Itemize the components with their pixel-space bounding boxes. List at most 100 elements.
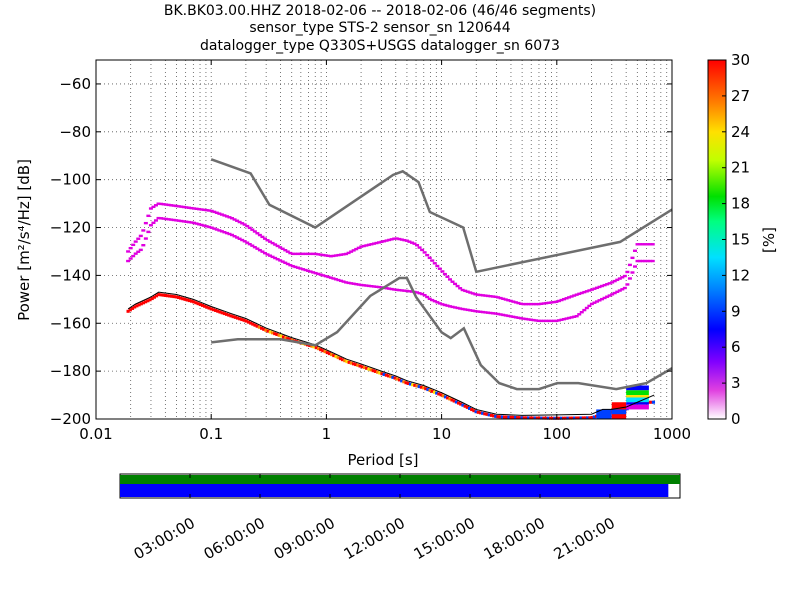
x-tick-label: 0.1 (199, 425, 223, 443)
coverage-tick-label: 18:00:00 (481, 514, 548, 563)
psd-floor-cell (546, 416, 550, 420)
psd-mode-cell (186, 220, 191, 224)
psd-floor-cell (533, 416, 537, 420)
psd-mode-cell (344, 281, 349, 284)
psd-floor-cell (562, 416, 566, 420)
psd-mode-cell (354, 247, 359, 251)
psd-floor-cell (181, 297, 185, 301)
psd-mode-cell (366, 243, 371, 247)
psd-floor-cell (203, 304, 207, 308)
psd-mode-cell (475, 310, 480, 313)
psd-floor-cell (365, 366, 369, 370)
psd-mode-cell (455, 306, 460, 310)
psd-mode-cell (597, 299, 602, 302)
psd-floor-cell (255, 324, 259, 328)
psd-mode-cell (377, 241, 382, 244)
psd-mode-cell (235, 219, 240, 222)
psd-mode-cell (214, 228, 219, 231)
psd-floor-cell (240, 318, 244, 322)
psd-mode-cell (404, 239, 409, 242)
psd-floor-cell (168, 294, 172, 298)
psd-mode-cell (564, 297, 569, 300)
psd-floor-cell (557, 416, 561, 420)
psd-floor-cell (360, 365, 364, 369)
y-ticks: −60 −80 −100 −120 −140 −160 −180 −200 (50, 75, 672, 428)
psd-floor-cell (209, 307, 213, 311)
psd-floor-cell (586, 416, 590, 420)
psd-floor-cell (152, 295, 156, 299)
psd-floor-cell (189, 299, 194, 303)
psd-floor-cell (505, 415, 509, 419)
psd-mode-cell (262, 237, 267, 240)
psd-mode-cell (328, 276, 333, 279)
psd-mode-cell (326, 254, 331, 258)
psd-block (626, 404, 649, 410)
psd-mode-cell (407, 240, 412, 243)
psd-floor-cell (251, 322, 255, 326)
psd-floor-cell (465, 405, 469, 409)
psd-mode-cell (159, 202, 164, 206)
psd-mode-cell (579, 291, 584, 295)
grid (95, 60, 672, 420)
psd-mode-cell (409, 290, 414, 293)
psd-mode-cell (473, 293, 478, 296)
psd-floor-cell (330, 353, 334, 357)
psd-mode-cell (303, 252, 308, 256)
psd-mode-cell (230, 217, 235, 220)
psd-mode-cell (209, 226, 214, 229)
psd-mode-cell (265, 239, 270, 242)
psd-floor-cell (527, 416, 531, 420)
psd-mode-cell (217, 212, 222, 215)
psd-floor-cell (161, 293, 165, 297)
psd-mode-cell (295, 266, 300, 269)
psd-mode-cell (605, 295, 610, 298)
psd-mode-cell (387, 287, 392, 290)
psd-floor-cell (192, 300, 196, 304)
psd-floor-cell (422, 386, 426, 390)
psd-mode-cell (582, 308, 587, 312)
x-tick-label: 0.01 (79, 425, 112, 443)
psd-mode-cell (146, 214, 151, 218)
psd-mode-cell (415, 244, 420, 247)
psd-floor-cell (492, 414, 496, 418)
psd-floor-cell (279, 334, 283, 338)
psd-mode-cell (526, 318, 531, 321)
psd-mode-cell (303, 268, 308, 272)
psd-mode-cell (371, 242, 376, 245)
psd-mode-cell (478, 293, 483, 297)
psd-floor-cell (435, 391, 439, 395)
psd-floor-cell (253, 323, 257, 327)
psd-floor-cell (170, 294, 174, 298)
psd-mode-cell (179, 205, 184, 208)
psd-floor-cell (579, 416, 583, 420)
psd-floor-cell (229, 314, 233, 318)
psd-mode-cell (240, 222, 245, 225)
psd-mode-cell (242, 240, 247, 243)
psd-mode-cell (300, 252, 305, 256)
psd-mode-cell (224, 215, 229, 218)
psd-mode-cell (594, 300, 599, 303)
psd-mode-cell (275, 258, 280, 261)
psd-mode-cell (503, 298, 508, 301)
psd-mode-cell (607, 282, 612, 285)
psd-mode-cell (496, 312, 501, 316)
psd-floor-cell (380, 372, 384, 376)
psd-mode-cell (465, 290, 470, 293)
psd-floor-cell (235, 316, 240, 320)
psd-mode-cell (397, 237, 402, 241)
psd-mode-cell (146, 230, 151, 234)
psd-floor-cell (270, 331, 275, 335)
psd-floor-cell (452, 399, 456, 403)
psd-mode-cell (564, 317, 569, 320)
psd-mode-cell (181, 220, 186, 223)
psd-mode-cell (156, 202, 161, 205)
psd-floor-cell (183, 297, 187, 301)
psd-mode-cell (151, 221, 156, 225)
psd-mode-cell (293, 265, 298, 269)
psd-mode-cell (440, 303, 445, 306)
psd-floor-cell (207, 306, 211, 310)
psd-mode-cell (394, 237, 399, 240)
psd-floor-cell (382, 372, 386, 376)
psd-mode-cell (255, 247, 260, 250)
psd-mode-cell (594, 286, 599, 290)
